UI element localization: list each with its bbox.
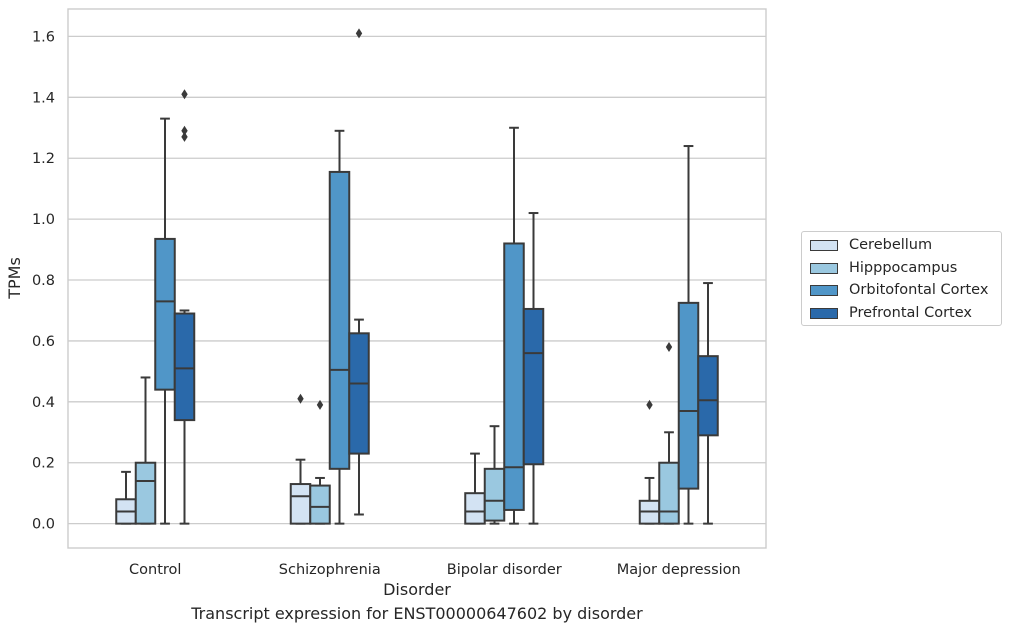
iqr-box: [483, 467, 506, 522]
iqr-box: [503, 242, 525, 511]
y-tick-label: 0.2: [32, 456, 55, 472]
iqr-box: [348, 332, 370, 455]
iqr-box: [328, 170, 351, 470]
series-cerebellum: [115, 393, 661, 525]
x-axis-label: Disorder: [383, 580, 451, 599]
iqr-box: [522, 307, 545, 466]
legend-label-prefrontal-cortex: Prefrontal Cortex: [849, 305, 972, 321]
box-schizophrenia-hipppocampus: [309, 399, 331, 525]
legend-swatch-prefrontal-cortex: [810, 307, 838, 319]
series-prefrontal-cortex: [173, 28, 719, 525]
x-tick-label-control: Control: [129, 562, 181, 578]
iqr-box: [658, 461, 680, 525]
outlier-point: [646, 399, 653, 410]
outlier-point: [181, 125, 188, 136]
y-tick-label: 0.8: [32, 273, 55, 289]
x-tick-labels: Control Schizophrenia Bipolar disorder Majo…: [129, 562, 741, 578]
box-major-depression-cerebellum: [638, 399, 661, 525]
box-major-depression-hipppocampus: [658, 342, 680, 525]
box-control-hipppocampus: [134, 376, 157, 525]
x-tick-label-major-depression: Major depression: [617, 562, 741, 578]
box-bipolar-disorder-prefrontal-cortex: [522, 212, 545, 525]
x-tick-label-bipolar-disorder: Bipolar disorder: [447, 562, 562, 578]
outlier-point: [297, 393, 304, 404]
legend-item-prefrontal-cortex: Prefrontal Cortex: [810, 303, 972, 323]
outlier-point: [355, 28, 363, 39]
plot-frame: [67, 8, 767, 549]
box-major-depression-orbitofontal-cortex: [677, 145, 700, 525]
legend-label-cerebellum: Cerebellum: [849, 237, 933, 253]
iqr-box: [309, 484, 331, 525]
box-major-depression-prefrontal-cortex: [697, 282, 719, 525]
legend-swatch-orbitofrontal-cortex: [810, 284, 838, 296]
legend-swatch-hippocampus: [810, 262, 838, 274]
series-orbitofontal-cortex: [154, 117, 700, 525]
x-tick-label-schizophrenia: Schizophrenia: [279, 562, 381, 578]
box-schizophrenia-cerebellum: [289, 393, 312, 525]
y-axis-label: TPMs: [5, 257, 24, 300]
box-control-cerebellum: [115, 470, 137, 525]
legend-label-hippocampus: Hipppocampus: [849, 260, 958, 276]
legend-item-orbitofrontal-cortex: Orbitofontal Cortex: [810, 280, 988, 300]
y-tick-label: 1.0: [32, 212, 55, 228]
box-bipolar-disorder-cerebellum: [464, 452, 486, 525]
y-tick-label: 1.6: [32, 29, 55, 45]
box-control-prefrontal-cortex: [173, 89, 196, 525]
legend-item-hippocampus: Hipppocampus: [810, 258, 957, 278]
legend-label-orbitofrontal-cortex: Orbitofontal Cortex: [849, 282, 989, 298]
y-tick-labels: 0.0 0.2 0.4 0.6 0.8 1.0 1.2 1.4 1.6: [32, 29, 55, 532]
iqr-box: [697, 355, 719, 437]
outlier-point: [665, 342, 673, 353]
iqr-box: [677, 301, 700, 490]
box-control-orbitofontal-cortex: [154, 117, 176, 525]
legend-swatch-cerebellum: [810, 239, 838, 251]
outlier-point: [181, 89, 188, 100]
outlier-point: [316, 399, 324, 410]
box-schizophrenia-prefrontal-cortex: [348, 28, 370, 516]
box-bipolar-disorder-hipppocampus: [483, 425, 506, 525]
y-tick-label: 1.4: [32, 90, 55, 106]
iqr-box: [134, 461, 157, 525]
iqr-box: [173, 312, 196, 422]
y-tick-label: 0.0: [32, 517, 55, 533]
y-tick-label: 0.6: [32, 334, 55, 350]
chart-caption: Transcript expression for ENST0000064760…: [191, 604, 643, 623]
box-series: [115, 28, 719, 525]
box-schizophrenia-orbitofontal-cortex: [328, 129, 351, 525]
iqr-box: [464, 492, 486, 525]
legend-item-cerebellum: Cerebellum: [810, 235, 932, 255]
legend: Cerebellum Hipppocampus Orbitofontal Cor…: [801, 231, 1002, 326]
iqr-box: [154, 237, 176, 391]
box-bipolar-disorder-orbitofontal-cortex: [503, 126, 525, 525]
y-tick-label: 1.2: [32, 151, 55, 167]
iqr-box: [289, 483, 312, 525]
outlier-point: [181, 131, 188, 142]
y-tick-label: 0.4: [32, 395, 55, 411]
series-hipppocampus: [134, 342, 680, 525]
